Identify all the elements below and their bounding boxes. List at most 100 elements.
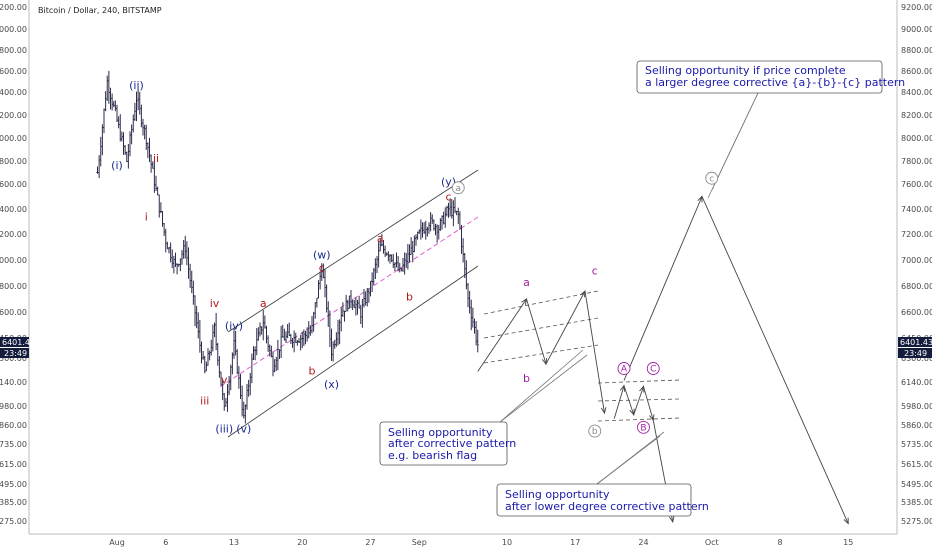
y-tick-label-left: 6140.00 — [0, 378, 27, 387]
circled-wave-labels: a b c A B C — [451, 171, 719, 438]
projected-paths — [477, 195, 849, 525]
wave-label: (w) — [313, 249, 331, 262]
note-mid[interactable]: Selling opportunity after corrective pat… — [379, 421, 516, 466]
flag-channel[interactable] — [483, 290, 599, 364]
countdown-tag-right-bg — [898, 348, 932, 358]
pointer-bottom-b — [596, 435, 661, 485]
projection-arrowhead — [697, 195, 703, 203]
x-tick-label: Oct — [705, 538, 719, 547]
y-tick-label-right: 7200.00 — [901, 230, 932, 239]
flag-mid-line[interactable] — [483, 317, 599, 339]
projection-arrowhead — [600, 407, 607, 415]
y-tick-label-left: 5860.00 — [0, 421, 27, 430]
y-tick-label-left: 6600.00 — [0, 308, 27, 317]
countdown-tag-left-text: 23:49 — [4, 349, 27, 358]
y-tick-label-left: 8600.00 — [0, 67, 27, 76]
note-top[interactable]: Selling opportunity if price complete a … — [636, 60, 905, 94]
y-tick-label-right: 7800.00 — [901, 157, 932, 166]
y-tick-label-right: 5980.00 — [901, 402, 932, 411]
projection-arrowhead — [541, 357, 548, 366]
note-bottom[interactable]: Selling opportunity after lower degree c… — [496, 483, 709, 517]
projection-path[interactable] — [477, 289, 605, 414]
wave-label: ii — [153, 152, 159, 165]
y-tick-label-right: 5860.00 — [901, 421, 932, 430]
wave-label: c — [592, 264, 598, 277]
circled-label-ring — [617, 362, 631, 375]
circled-label-ring — [646, 362, 660, 375]
projection-path[interactable] — [623, 195, 849, 524]
flag-upper-line[interactable] — [483, 290, 599, 315]
y-tick-label-left: 7200.00 — [0, 230, 27, 239]
projection-arrowhead — [843, 517, 849, 525]
y-tick-label-left: 7400.00 — [0, 205, 27, 214]
x-tick-label: 17 — [570, 538, 580, 547]
circled-label-ring — [705, 171, 719, 185]
wave-label: a — [377, 232, 384, 245]
wave-label: c — [445, 190, 451, 203]
y-tick-label-left: 7800.00 — [0, 157, 27, 166]
projection-arrowhead — [580, 290, 586, 298]
y-tick-label-right: 8800.00 — [901, 46, 932, 55]
note-mid-line2: after corrective pattern — [388, 437, 516, 450]
countdown-tag-left-bg — [0, 348, 29, 358]
price-axis-right[interactable]: 9200.00 9000.00 8800.00 8600.00 8400.00 8200.… — [901, 3, 932, 526]
wave-label: (iv) — [225, 319, 243, 332]
projection-arrowhead — [521, 298, 528, 305]
wave-label: iii — [200, 395, 209, 408]
x-tick-label: 8 — [777, 538, 782, 547]
price-axis-left[interactable]: 9200.00 9000.00 8800.00 8600.00 8400.00 8200.… — [0, 3, 27, 526]
projection-path[interactable] — [613, 384, 674, 522]
x-tick-label: 13 — [229, 538, 239, 547]
x-tick-label: 6 — [163, 538, 168, 547]
price-bars — [96, 70, 479, 424]
channel-lower-line[interactable] — [227, 265, 479, 438]
circled-label: C — [650, 365, 656, 375]
circled-label-ring — [637, 420, 650, 434]
price-tag-right-text: 6401.43 — [900, 338, 932, 347]
wave-label: v — [221, 374, 228, 387]
pointer-top-b — [711, 92, 759, 191]
y-tick-label-left: 5980.00 — [0, 402, 27, 411]
wave-label: a — [523, 276, 530, 289]
note-bottom-line2: after lower degree corrective pattern — [505, 500, 709, 513]
wave-label: b — [523, 372, 530, 385]
abc-upper-line[interactable] — [597, 379, 681, 384]
y-tick-label-left: 5615.00 — [0, 460, 27, 469]
y-tick-label-right: 5495.00 — [901, 480, 932, 489]
x-tick-label: 15 — [843, 538, 853, 547]
y-tick-label-right: 5385.00 — [901, 498, 932, 507]
y-tick-label-right: 8200.00 — [901, 111, 932, 120]
y-tick-label-left: 7000.00 — [0, 256, 27, 265]
y-tick-label-right: 5615.00 — [901, 460, 932, 469]
abc-lower-line[interactable] — [597, 417, 681, 422]
pointer-mid-b — [499, 349, 584, 423]
x-tick-label: 27 — [365, 538, 375, 547]
channel-upper-line[interactable] — [227, 169, 479, 333]
note-top-box — [636, 60, 883, 94]
note-mid-box — [379, 421, 508, 466]
note-bottom-box — [496, 483, 692, 517]
time-axis[interactable]: Aug 6 13 20 27 Sep 10 17 24 Oct 8 15 — [109, 538, 853, 547]
wave-label: iv — [210, 297, 220, 310]
y-tick-label-left: 9000.00 — [0, 25, 27, 34]
y-tick-label-right: 6140.00 — [901, 378, 932, 387]
wave-label: b — [406, 290, 413, 303]
y-tick-label-right: 9200.00 — [901, 3, 932, 12]
y-tick-label-right: 7400.00 — [901, 205, 932, 214]
circled-label: c — [709, 174, 714, 184]
y-tick-label-right: 7000.00 — [901, 256, 932, 265]
note-top-line1: Selling opportunity if price complete — [645, 64, 846, 77]
note-mid-line3: e.g. bearish flag — [388, 449, 477, 462]
circled-label-ring — [588, 424, 602, 438]
chart-title: Bitcoin / Dollar, 240, BITSTAMP — [38, 6, 162, 15]
price-tag-left-text: 6401.43 — [2, 338, 35, 347]
x-tick-label: 20 — [297, 538, 307, 547]
y-tick-label-right: 6300.00 — [901, 354, 932, 363]
y-tick-label-right: 8400.00 — [901, 88, 932, 97]
y-tick-label-right: 6600.00 — [901, 308, 932, 317]
flag-lower-line[interactable] — [483, 344, 599, 364]
wave-label: i — [145, 210, 148, 223]
y-tick-label-left: 9200.00 — [0, 3, 27, 12]
wave-label: (y) — [441, 175, 456, 188]
